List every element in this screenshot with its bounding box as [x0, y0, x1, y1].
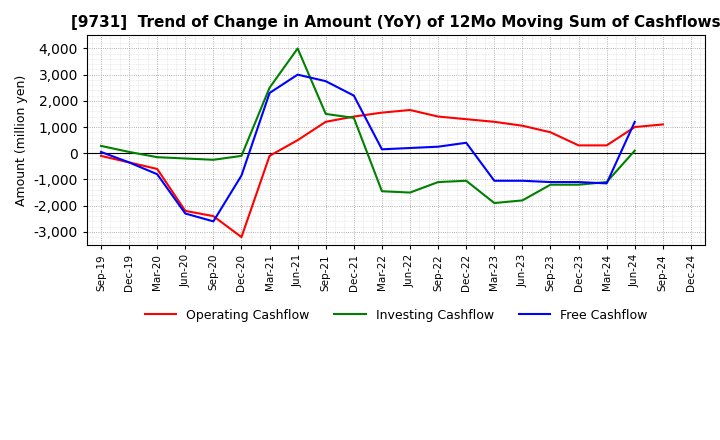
- Investing Cashflow: [237, 153, 246, 158]
- Investing Cashflow: [603, 180, 611, 185]
- Operating Cashflow: [433, 114, 442, 119]
- Free Cashflow: [603, 181, 611, 186]
- Title: [9731]  Trend of Change in Amount (YoY) of 12Mo Moving Sum of Cashflows: [9731] Trend of Change in Amount (YoY) o…: [71, 15, 720, 30]
- Investing Cashflow: [293, 46, 302, 51]
- Operating Cashflow: [462, 117, 471, 122]
- Free Cashflow: [265, 90, 274, 95]
- Operating Cashflow: [490, 119, 499, 125]
- Investing Cashflow: [490, 200, 499, 205]
- Free Cashflow: [209, 219, 217, 224]
- Free Cashflow: [293, 72, 302, 77]
- Operating Cashflow: [377, 110, 386, 115]
- Operating Cashflow: [293, 138, 302, 143]
- Free Cashflow: [181, 211, 189, 216]
- Line: Investing Cashflow: Investing Cashflow: [101, 48, 635, 203]
- Operating Cashflow: [96, 153, 105, 158]
- Investing Cashflow: [153, 154, 161, 160]
- Free Cashflow: [125, 160, 133, 165]
- Investing Cashflow: [631, 148, 639, 153]
- Operating Cashflow: [659, 122, 667, 127]
- Investing Cashflow: [462, 178, 471, 183]
- Investing Cashflow: [546, 182, 555, 187]
- Operating Cashflow: [181, 208, 189, 213]
- Operating Cashflow: [209, 213, 217, 219]
- Operating Cashflow: [575, 143, 583, 148]
- Free Cashflow: [153, 172, 161, 177]
- Operating Cashflow: [153, 166, 161, 172]
- Free Cashflow: [349, 93, 358, 98]
- Operating Cashflow: [321, 119, 330, 125]
- Y-axis label: Amount (million yen): Amount (million yen): [15, 74, 28, 206]
- Free Cashflow: [377, 147, 386, 152]
- Free Cashflow: [518, 178, 527, 183]
- Investing Cashflow: [265, 85, 274, 90]
- Free Cashflow: [96, 149, 105, 154]
- Operating Cashflow: [603, 143, 611, 148]
- Free Cashflow: [462, 140, 471, 145]
- Operating Cashflow: [265, 153, 274, 158]
- Legend: Operating Cashflow, Investing Cashflow, Free Cashflow: Operating Cashflow, Investing Cashflow, …: [140, 304, 652, 327]
- Operating Cashflow: [518, 123, 527, 128]
- Operating Cashflow: [546, 130, 555, 135]
- Free Cashflow: [237, 173, 246, 178]
- Investing Cashflow: [377, 189, 386, 194]
- Investing Cashflow: [518, 198, 527, 203]
- Investing Cashflow: [433, 180, 442, 185]
- Line: Free Cashflow: Free Cashflow: [101, 75, 635, 221]
- Investing Cashflow: [349, 115, 358, 121]
- Operating Cashflow: [631, 125, 639, 130]
- Free Cashflow: [575, 180, 583, 185]
- Line: Operating Cashflow: Operating Cashflow: [101, 110, 663, 237]
- Operating Cashflow: [125, 160, 133, 165]
- Investing Cashflow: [209, 157, 217, 162]
- Investing Cashflow: [321, 111, 330, 117]
- Investing Cashflow: [181, 156, 189, 161]
- Free Cashflow: [433, 144, 442, 149]
- Operating Cashflow: [405, 107, 414, 113]
- Free Cashflow: [546, 180, 555, 185]
- Free Cashflow: [631, 119, 639, 125]
- Operating Cashflow: [349, 114, 358, 119]
- Free Cashflow: [490, 178, 499, 183]
- Investing Cashflow: [125, 149, 133, 154]
- Investing Cashflow: [96, 143, 105, 149]
- Free Cashflow: [321, 79, 330, 84]
- Investing Cashflow: [405, 190, 414, 195]
- Investing Cashflow: [575, 182, 583, 187]
- Free Cashflow: [405, 145, 414, 150]
- Operating Cashflow: [237, 235, 246, 240]
